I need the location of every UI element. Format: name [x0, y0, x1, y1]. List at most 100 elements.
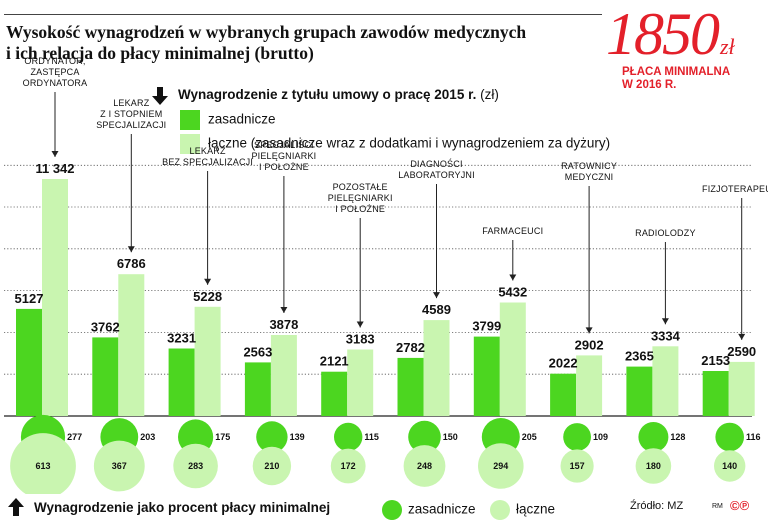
- percent-circle-total: [714, 450, 746, 482]
- percent-label-base: 205: [522, 432, 537, 442]
- percent-circle-base: [715, 422, 744, 452]
- value-label-total: 5228: [193, 289, 222, 304]
- category-label: RADIOLODZY: [635, 228, 696, 238]
- bar-base: [550, 373, 577, 416]
- value-label-base: 3762: [91, 319, 120, 334]
- bar-base: [92, 337, 119, 416]
- bar-base: [397, 357, 424, 416]
- percent-circle-total: [330, 448, 366, 484]
- bar-base: [16, 308, 42, 416]
- legend-top-title: Wynagrodzenie z tytułu umowy o pracę 201…: [178, 87, 499, 102]
- min-wage-number: 1850: [606, 1, 720, 67]
- legend-label-base: zasadnicze: [208, 111, 276, 127]
- value-label-total: 2902: [575, 337, 604, 352]
- legend-bottom-title: Wynagrodzenie jako procent płacy minimal…: [34, 500, 331, 515]
- legend-top-unit: (zł): [480, 87, 499, 102]
- percent-label-base: 139: [290, 432, 305, 442]
- percent-label-base: 116: [746, 432, 761, 442]
- percent-label-total: 172: [341, 461, 356, 471]
- percent-circle-base: [638, 422, 669, 452]
- category-label: POZOSTAŁE: [333, 182, 388, 192]
- bar-total: [652, 346, 679, 416]
- value-label-total: 11 342: [35, 161, 74, 176]
- bar-total: [270, 335, 297, 416]
- category-label: ORDYNATORA: [23, 78, 88, 88]
- percent-label-base: 128: [670, 432, 685, 442]
- legend-bottom-label-total: łączne: [516, 501, 556, 517]
- percent-circle-total: [252, 446, 292, 486]
- percent-circle-total: [10, 433, 76, 494]
- legend-swatch-total: [180, 134, 200, 154]
- percent-label-total: 613: [35, 461, 50, 471]
- value-label-base: 5127: [15, 291, 44, 306]
- percent-circle-total: [478, 443, 524, 489]
- author-credit: RM: [712, 503, 723, 510]
- arrow-down-icon: [152, 87, 168, 105]
- percent-circle-total: [173, 443, 218, 489]
- leader-arrowhead: [280, 307, 288, 313]
- category-label: RATOWNICY: [561, 161, 617, 171]
- bar-base: [244, 362, 271, 416]
- value-label-base: 2365: [625, 349, 654, 364]
- value-label-base: 2022: [549, 356, 578, 371]
- bar-base: [321, 371, 348, 416]
- percent-circle-base: [334, 422, 363, 452]
- legend-bottom-item-base: zasadnicze: [382, 500, 476, 520]
- value-label-base: 2153: [701, 353, 730, 368]
- legend-bottom: Wynagrodzenie jako procent płacy minimal…: [4, 494, 768, 522]
- category-label: I POŁOŻNE: [259, 162, 309, 172]
- percent-circle-total: [560, 449, 594, 483]
- percent-circle-base: [563, 423, 591, 451]
- percent-label-base: 109: [593, 432, 608, 442]
- bar-total: [347, 349, 374, 416]
- category-label: Z I STOPNIEM: [100, 109, 162, 119]
- min-wage-caption-line-2: W 2016 R.: [622, 79, 677, 91]
- percent-label-total: 367: [112, 461, 127, 471]
- leader-arrowhead: [127, 246, 135, 253]
- category-label: PIELĘGNIARKI: [328, 193, 393, 203]
- value-label-base: 3799: [472, 319, 501, 334]
- legend-bottom-label-base: zasadnicze: [408, 501, 476, 517]
- value-label-total: 3334: [651, 328, 681, 343]
- bar-total: [118, 274, 145, 416]
- leader-arrowhead: [738, 333, 746, 340]
- percent-label-total: 140: [722, 461, 737, 471]
- min-wage-box: 1850zł PŁACA MINIMALNA W 2016 R.: [606, 4, 766, 91]
- leader-arrowhead: [356, 321, 364, 328]
- value-label-total: 2590: [727, 344, 756, 359]
- bar-total: [194, 306, 221, 416]
- leader-arrowhead: [204, 278, 212, 285]
- leader-arrowhead: [433, 292, 440, 299]
- percent-circle-total: [635, 448, 672, 484]
- legend-dot-base: [382, 500, 402, 520]
- value-label-base: 3231: [167, 331, 196, 346]
- legend-bottom-item-total: łączne: [490, 500, 555, 520]
- min-wage-caption: PŁACA MINIMALNA W 2016 R.: [622, 66, 762, 92]
- percent-circle-total: [93, 440, 145, 492]
- value-label-base: 2782: [396, 340, 425, 355]
- category-label: MEDYCZNI: [565, 172, 614, 182]
- min-wage-currency: zł: [720, 34, 735, 59]
- min-wage-value: 1850zł: [606, 4, 766, 77]
- percent-label-base: 175: [215, 432, 230, 442]
- value-label-base: 2121: [320, 354, 349, 369]
- percent-label-total: 294: [493, 461, 508, 471]
- bar-total: [42, 179, 68, 416]
- value-label-total: 3183: [346, 332, 375, 347]
- percent-label-total: 180: [646, 461, 661, 471]
- bar-total: [423, 320, 450, 416]
- legend-top-title-text: Wynagrodzenie z tytułu umowy o pracę 201…: [178, 87, 477, 102]
- percent-circle-base: [408, 420, 441, 454]
- legend-label-total: łączne (zasadnicze wraz z dodatkami i wy…: [208, 135, 611, 151]
- leader-arrowhead: [509, 274, 517, 281]
- bar-total: [728, 361, 755, 416]
- source-note: Źródło: MZ: [630, 500, 684, 512]
- category-label: BEZ SPECJALIZACJI: [162, 157, 253, 167]
- legend-dot-total: [490, 500, 510, 520]
- bar-total: [576, 355, 603, 416]
- legend-item-total: łączne (zasadnicze wraz z dodatkami i wy…: [180, 134, 610, 154]
- category-label: LEKARZ: [113, 98, 150, 108]
- title-line-2: i ich relacja do płacy minimalnej (brutt…: [6, 43, 314, 63]
- chart-title: Wysokość wynagrodzeń w wybranych grupach…: [6, 22, 596, 64]
